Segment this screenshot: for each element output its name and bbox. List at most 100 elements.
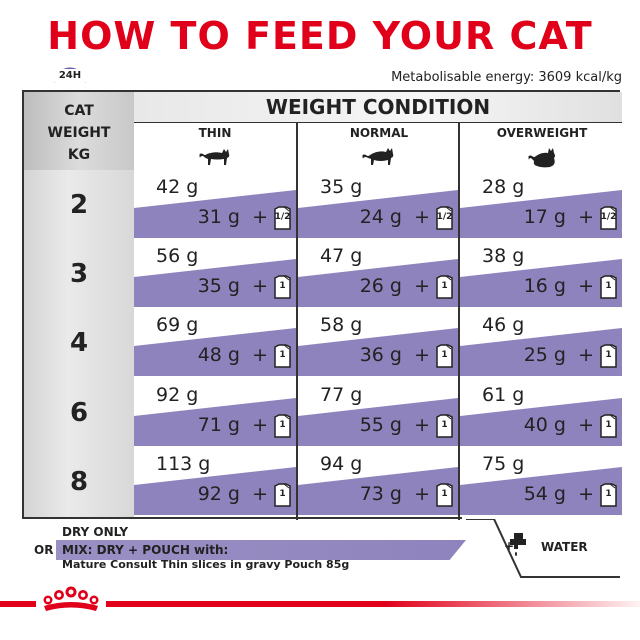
pouch-quantity: 1: [279, 350, 286, 361]
mix-dry-amount: 73 g +: [359, 482, 430, 505]
column-head-overweight: OVERWEIGHT: [462, 126, 622, 170]
pouch-icon: 1/2: [599, 206, 618, 230]
ration-cell-normal: 77 g 55 g + 1: [298, 380, 458, 446]
ration-cell-normal: 94 g 73 g + 1: [298, 449, 458, 515]
normal-cat-icon: [362, 148, 394, 165]
header-divider: [134, 122, 622, 123]
column-label-thin: THIN: [198, 126, 232, 140]
pouch-icon: 1: [273, 413, 292, 438]
pouch-icon: 1: [599, 344, 618, 369]
dry-only-amount: 42 g: [156, 176, 199, 198]
pouch-quantity: 1: [605, 419, 612, 430]
dry-only-amount: 46 g: [482, 314, 525, 337]
pouch-icon: 1: [435, 275, 454, 299]
legend-mix-product: Mature Consult Thin slices in gravy Pouc…: [62, 558, 350, 571]
water-box: +: [466, 518, 620, 579]
svg-text:+: +: [504, 539, 514, 553]
cat-weight-kg: 6: [69, 397, 89, 428]
pouch-icon: 1: [273, 275, 292, 299]
table-bottom-border: [22, 517, 462, 519]
mix-dry-amount: 40 g +: [523, 413, 594, 436]
ration-cell-overweight: 38 g 16 g + 1: [460, 241, 622, 308]
header-line-kg: KG: [67, 147, 91, 163]
water-tap-icon: +: [504, 533, 526, 556]
mix-ration-band: [460, 190, 622, 238]
legend-or: OR: [34, 543, 54, 557]
pouch-quantity: 1/2: [600, 212, 617, 222]
cat-weight-kg: 2: [69, 190, 89, 220]
page-title: HOW TO FEED YOUR CAT: [47, 14, 593, 58]
ration-cell-normal: 58 g 36 g + 1: [298, 310, 458, 377]
ration-cell-thin: 69 g 48 g + 1: [134, 310, 296, 377]
pouch-quantity: 1: [605, 281, 612, 292]
mix-ration-band: [298, 397, 458, 446]
weight-condition-header: [134, 92, 622, 122]
dry-only-amount: 35 g: [320, 176, 363, 198]
dry-only-amount: 56 g: [156, 245, 199, 268]
cat-weight-kg: 3: [69, 259, 89, 290]
mix-ration-band: [134, 259, 296, 308]
pouch-icon: 1: [273, 344, 292, 369]
header-line-weight: WEIGHT: [47, 125, 111, 141]
dry-only-amount: 113 g: [156, 452, 211, 475]
mix-dry-amount: 25 g +: [523, 344, 594, 367]
dry-only-amount: 69 g: [156, 314, 199, 337]
dry-only-amount: 47 g: [320, 245, 363, 268]
mix-ration-band: [298, 190, 458, 238]
pouch-icon: 1/2: [435, 206, 454, 230]
pouch-quantity: 1: [279, 488, 286, 499]
cat-weight-header: CAT WEIGHT KG: [24, 92, 134, 170]
pouch-icon: 1: [435, 344, 454, 369]
column-label-normal: NORMAL: [349, 126, 409, 140]
mix-dry-amount: 55 g +: [359, 413, 430, 436]
column-head-normal: NORMAL: [298, 126, 460, 170]
ration-cell-thin: 113 g 92 g + 1: [134, 449, 296, 515]
dry-only-amount: 75 g: [482, 452, 525, 475]
dry-only-amount: 77 g: [320, 383, 363, 406]
ration-cell-overweight: 28 g 17 g + 1/2: [460, 172, 622, 238]
pouch-quantity: 1: [279, 281, 286, 292]
mix-ration-band: [460, 397, 622, 446]
dry-only-amount: 38 g: [482, 245, 525, 268]
mix-ration-band: [134, 190, 296, 238]
pouch-icon: 1: [435, 413, 454, 438]
mix-dry-amount: 92 g +: [197, 482, 268, 505]
pouch-quantity: 1/2: [436, 212, 453, 222]
clock-label: 24H: [58, 70, 82, 81]
mix-ration-band: [460, 259, 622, 308]
mix-dry-amount: 31 g +: [197, 206, 268, 228]
footer-red-rule: [0, 601, 640, 607]
mix-ration-band: [298, 259, 458, 308]
ration-cell-overweight: 75 g 54 g + 1: [460, 449, 622, 515]
pouch-icon: 1: [435, 483, 454, 507]
pouch-icon: 1: [599, 413, 618, 438]
column-head-thin: THIN: [134, 126, 296, 170]
pouch-quantity: 1: [605, 488, 612, 499]
pouch-quantity: 1: [279, 419, 286, 430]
pouch-quantity: 1/2: [274, 212, 291, 222]
mix-dry-amount: 24 g +: [359, 206, 430, 228]
clock-24h-icon: 24H: [50, 61, 90, 89]
pouch-quantity: 1: [441, 419, 448, 430]
ration-cell-thin: 92 g 71 g + 1: [134, 380, 296, 446]
mix-dry-amount: 26 g +: [359, 275, 430, 298]
mix-ration-band: [134, 328, 296, 377]
ration-cell-normal: 47 g 26 g + 1: [298, 241, 458, 308]
mix-dry-amount: 48 g +: [197, 344, 268, 367]
pouch-icon: 1: [599, 275, 618, 299]
thin-cat-icon: [199, 149, 230, 165]
pouch-quantity: 1: [605, 350, 612, 361]
ration-cell-overweight: 61 g 40 g + 1: [460, 380, 622, 446]
header-line-cat: CAT: [64, 103, 94, 119]
ration-cell-thin: 56 g 35 g + 1: [134, 241, 296, 308]
dry-only-amount: 58 g: [320, 314, 363, 337]
dry-only-amount: 61 g: [482, 383, 525, 406]
pouch-quantity: 1: [441, 281, 448, 292]
dry-only-amount: 92 g: [156, 383, 199, 406]
pouch-quantity: 1: [441, 350, 448, 361]
legend-mix-swatch: [56, 540, 466, 560]
pouch-icon: 1: [599, 483, 618, 507]
column-label-overweight: OVERWEIGHT: [496, 126, 588, 140]
mix-ration-band: [134, 397, 296, 446]
mix-dry-amount: 35 g +: [197, 275, 268, 298]
